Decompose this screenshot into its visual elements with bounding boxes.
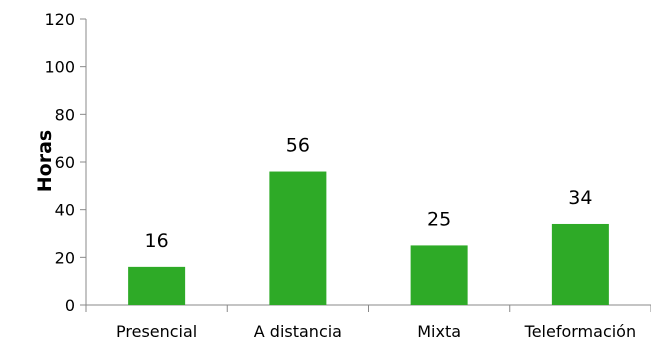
y-tick-label: 40	[55, 201, 75, 220]
y-tick-label: 60	[55, 153, 75, 172]
x-tick-label: Presencial	[116, 322, 197, 341]
y-tick-label: 100	[44, 58, 75, 77]
data-label: 34	[568, 187, 592, 209]
y-tick-label: 120	[44, 10, 75, 29]
data-label: 56	[286, 135, 310, 157]
bar	[410, 245, 468, 305]
x-tick-label: A distancia	[254, 322, 342, 341]
x-tick-label: Mixta	[417, 322, 461, 341]
y-tick-label: 0	[65, 296, 75, 315]
labels: 0 20 40 60 80 100 120 16 Presencial 56 A distancia…	[44, 10, 636, 341]
bar	[128, 266, 186, 305]
data-label: 16	[145, 230, 169, 252]
bar	[551, 223, 609, 305]
x-tick-label: Teleformación	[524, 322, 636, 341]
bar	[269, 171, 327, 305]
y-axis-title: Horas	[34, 130, 56, 192]
y-tick-label: 80	[55, 105, 75, 124]
bars	[128, 171, 609, 305]
data-label: 25	[427, 208, 451, 230]
y-tick-label: 20	[55, 248, 75, 267]
